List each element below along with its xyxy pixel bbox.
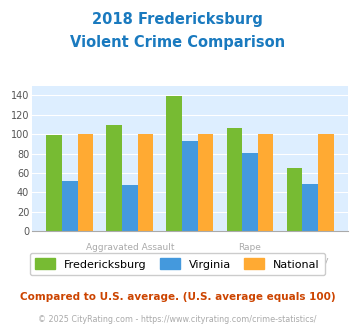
Text: 2018 Fredericksburg: 2018 Fredericksburg — [92, 12, 263, 26]
Bar — [258, 134, 273, 231]
Bar — [287, 168, 302, 231]
Bar — [46, 135, 62, 231]
Text: Aggravated Assault: Aggravated Assault — [86, 244, 174, 252]
Text: Rape: Rape — [239, 244, 261, 252]
Bar — [198, 134, 213, 231]
Text: Compared to U.S. average. (U.S. average equals 100): Compared to U.S. average. (U.S. average … — [20, 292, 335, 302]
Bar — [302, 183, 318, 231]
Text: All Violent Crime: All Violent Crime — [32, 256, 108, 265]
Bar — [138, 134, 153, 231]
Bar — [166, 96, 182, 231]
Bar — [122, 184, 138, 231]
Legend: Fredericksburg, Virginia, National: Fredericksburg, Virginia, National — [29, 253, 326, 275]
Bar — [318, 134, 334, 231]
Text: Murder & Mans...: Murder & Mans... — [151, 256, 229, 265]
Text: Violent Crime Comparison: Violent Crime Comparison — [70, 35, 285, 50]
Bar — [182, 141, 198, 231]
Bar — [62, 181, 77, 231]
Text: Robbery: Robbery — [291, 256, 329, 265]
Bar — [226, 128, 242, 231]
Bar — [106, 125, 122, 231]
Bar — [77, 134, 93, 231]
Text: © 2025 CityRating.com - https://www.cityrating.com/crime-statistics/: © 2025 CityRating.com - https://www.city… — [38, 315, 317, 324]
Bar — [242, 152, 258, 231]
